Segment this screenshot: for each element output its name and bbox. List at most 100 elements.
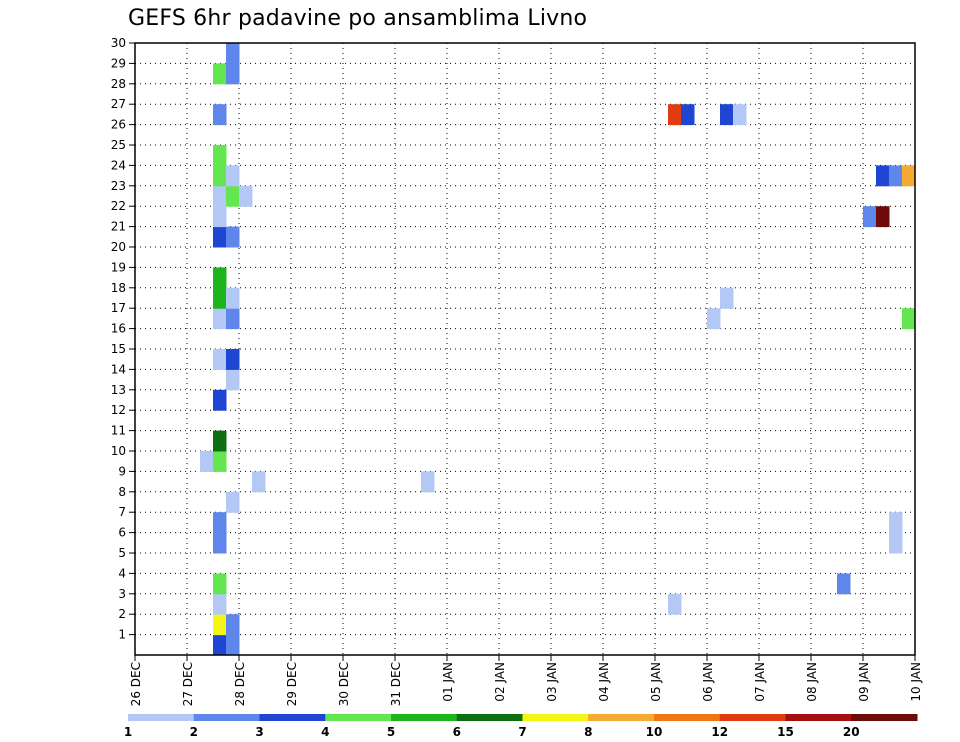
y-tick-label: 26 — [111, 118, 126, 132]
colorbar-label: 4 — [321, 725, 329, 739]
x-tick-label: 26 DEC — [129, 662, 143, 706]
colorbar-segment — [785, 714, 852, 721]
chart-title: GEFS 6hr padavine po ansamblima Livno — [128, 6, 588, 31]
x-tick-label: 04 JAN — [597, 662, 611, 702]
data-cell — [213, 532, 227, 554]
colorbar-segment — [719, 714, 786, 721]
x-tick-label: 05 JAN — [649, 662, 663, 702]
data-cells — [200, 43, 916, 656]
data-cell — [213, 104, 227, 126]
y-tick-label: 22 — [111, 199, 126, 213]
data-cell — [668, 593, 682, 615]
data-cell — [213, 287, 227, 309]
data-cell — [226, 491, 240, 513]
y-tick-label: 6 — [118, 526, 126, 540]
data-cell — [226, 614, 240, 636]
y-tick-label: 15 — [111, 342, 126, 356]
y-tick-label: 30 — [111, 36, 126, 50]
colorbar-label: 10 — [646, 725, 663, 739]
data-cell — [681, 104, 695, 126]
data-cell — [902, 308, 916, 330]
y-tick-label: 12 — [111, 403, 126, 417]
data-cell — [226, 349, 240, 370]
data-cell — [200, 451, 214, 472]
data-cell — [213, 145, 227, 166]
data-cell — [213, 634, 227, 656]
data-cell — [226, 287, 240, 309]
y-tick-label: 3 — [118, 587, 126, 601]
y-tick-label: 17 — [111, 301, 126, 315]
x-tick-label: 28 DEC — [233, 662, 247, 706]
y-tick-label: 16 — [111, 322, 126, 336]
data-cell — [226, 165, 240, 187]
colorbar-segment — [391, 714, 458, 721]
y-tick-label: 5 — [118, 546, 126, 560]
y-tick-label: 27 — [111, 97, 126, 111]
data-cell — [226, 226, 240, 248]
data-cell — [720, 287, 734, 309]
y-tick-label: 23 — [111, 179, 126, 193]
colorbar-segment — [193, 714, 260, 721]
x-tick-label: 07 JAN — [753, 662, 767, 702]
y-tick-label: 9 — [118, 464, 126, 478]
colorbar-label: 15 — [777, 725, 794, 739]
colorbar-label: 5 — [387, 725, 395, 739]
data-cell — [213, 267, 227, 289]
data-cell — [213, 573, 227, 595]
colorbar-segment — [325, 714, 392, 721]
data-cell — [213, 308, 227, 330]
y-tick-label: 21 — [111, 220, 126, 234]
grid-lines — [135, 43, 915, 655]
x-tick-label: 08 JAN — [805, 662, 819, 702]
y-tick-label: 14 — [111, 362, 126, 376]
data-cell — [876, 206, 890, 228]
colorbar-label: 6 — [453, 725, 461, 739]
y-tick-label: 29 — [111, 56, 126, 70]
y-tick-label: 1 — [118, 628, 126, 642]
data-cell — [226, 634, 240, 656]
data-cell — [421, 471, 435, 493]
data-cell — [213, 63, 227, 85]
y-tick-label: 28 — [111, 77, 126, 91]
data-cell — [239, 185, 253, 207]
y-tick-label: 19 — [111, 260, 126, 274]
y-axis-ticks: 1234567891011121314151617181920212223242… — [111, 36, 135, 642]
data-cell — [226, 369, 240, 391]
data-cell — [213, 614, 227, 636]
x-tick-label: 10 JAN — [909, 662, 923, 702]
x-tick-label: 30 DEC — [337, 662, 351, 706]
data-cell — [707, 308, 721, 330]
y-tick-label: 10 — [111, 444, 126, 458]
colorbar-label: 1 — [124, 725, 132, 739]
x-tick-label: 09 JAN — [857, 662, 871, 702]
x-tick-label: 01 JAN — [441, 662, 455, 702]
y-tick-label: 7 — [118, 505, 126, 519]
colorbar-segment — [654, 714, 721, 721]
y-tick-label: 2 — [118, 607, 126, 621]
x-tick-label: 31 DEC — [389, 662, 403, 706]
data-cell — [876, 165, 890, 187]
data-cell — [213, 593, 227, 615]
x-tick-label: 03 JAN — [545, 662, 559, 702]
x-tick-label: 27 DEC — [181, 662, 195, 706]
colorbar: 1 2 3 4 5 6 7 8 10 12 15 20 — [124, 714, 918, 739]
y-tick-label: 13 — [111, 383, 126, 397]
y-tick-label: 18 — [111, 281, 126, 295]
y-tick-label: 25 — [111, 138, 126, 152]
colorbar-label: 8 — [584, 725, 592, 739]
y-tick-label: 20 — [111, 240, 126, 254]
colorbar-label: 12 — [711, 725, 728, 739]
data-cell — [837, 573, 851, 595]
colorbar-segment — [456, 714, 523, 721]
data-cell — [213, 165, 227, 187]
y-tick-label: 11 — [111, 424, 126, 438]
data-cell — [213, 430, 227, 452]
data-cell — [213, 206, 227, 228]
data-cell — [720, 104, 734, 126]
colorbar-label: 7 — [518, 725, 526, 739]
data-cell — [889, 165, 903, 187]
y-tick-label: 4 — [118, 566, 126, 580]
x-tick-label: 29 DEC — [285, 662, 299, 706]
colorbar-label: 20 — [843, 725, 860, 739]
colorbar-segment — [128, 714, 195, 721]
